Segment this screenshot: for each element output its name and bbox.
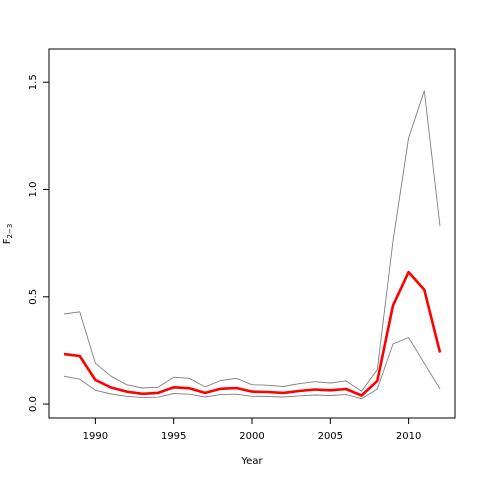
y-tick-label-3: 1.5: [28, 74, 39, 90]
y-axis-label-subscript: 2−3: [6, 224, 14, 239]
y-axis-label: F2−3: [2, 224, 14, 245]
series-layer: [63, 90, 442, 400]
y-tick-label-2: 1.0: [28, 182, 39, 198]
x-tick-label-2010: 2010: [396, 431, 421, 442]
x-tick-label-1995: 1995: [161, 431, 186, 442]
series-line-estimate: [63, 270, 442, 397]
x-tick-label-1990: 1990: [83, 431, 108, 442]
series-line-lower: [63, 337, 441, 400]
x-axis-label: Year: [240, 456, 263, 467]
series-line-upper: [63, 90, 441, 392]
y-axis: 0.0 0.5 1.0 1.5: [28, 74, 49, 412]
x-axis: 1990 1995 2000 2005 2010: [83, 418, 421, 442]
x-tick-label-2000: 2000: [239, 431, 264, 442]
y-tick-label-1: 0.5: [28, 289, 39, 305]
y-tick-label-0: 0.0: [28, 396, 39, 412]
y-axis-label-main: F: [2, 238, 13, 244]
x-tick-label-2005: 2005: [318, 431, 343, 442]
